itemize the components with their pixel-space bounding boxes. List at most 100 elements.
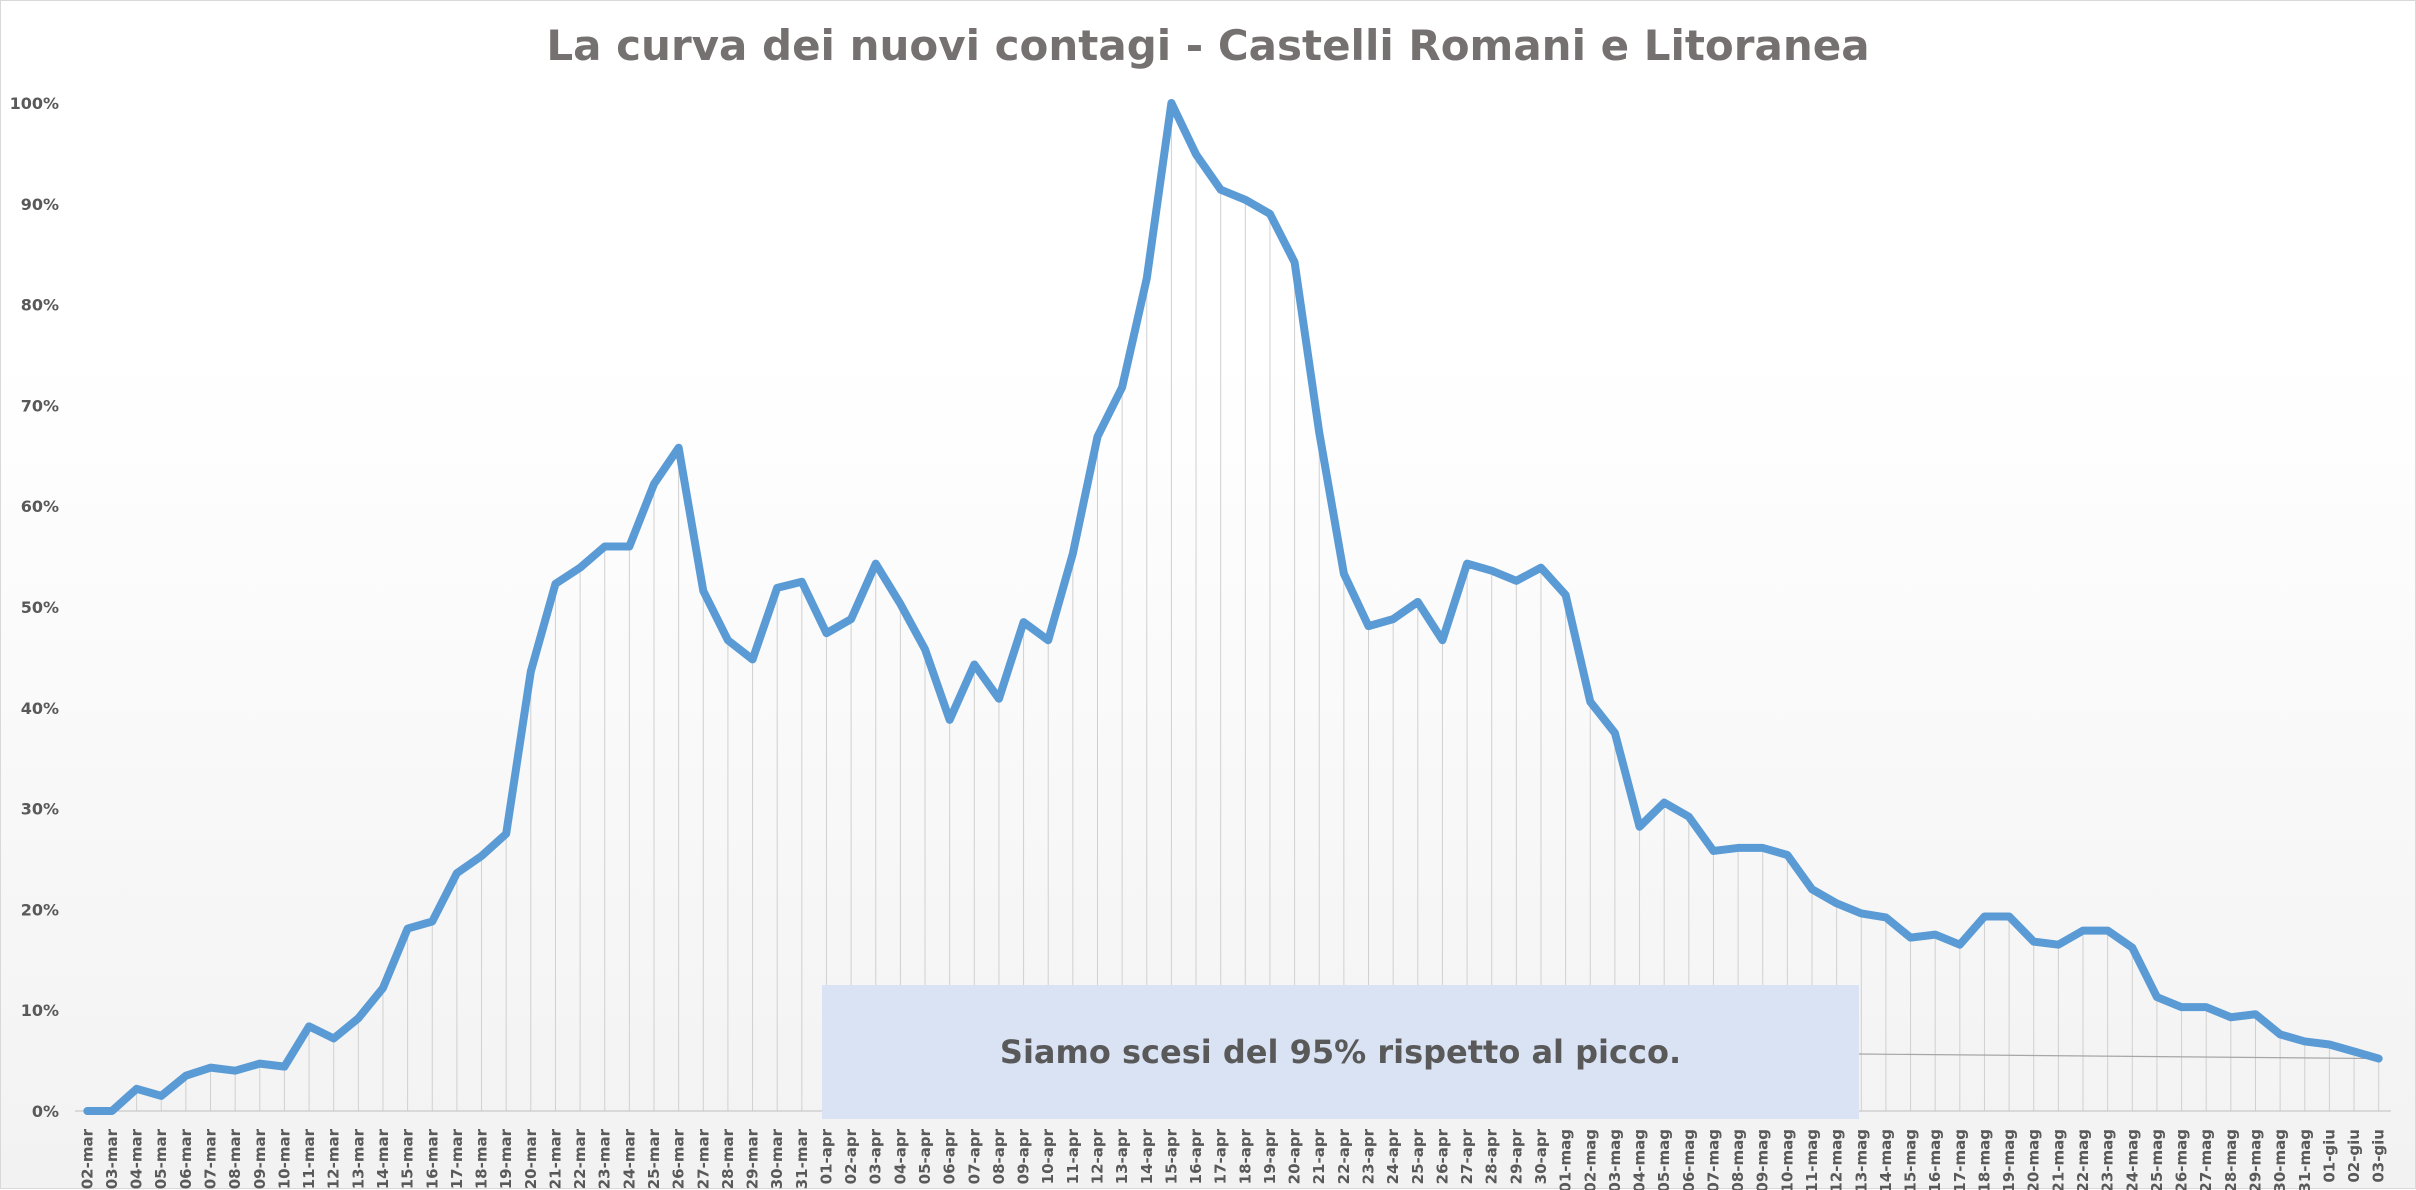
- x-tick-label: 14-mar: [374, 1128, 392, 1189]
- x-tick-label: 25-apr: [1409, 1128, 1427, 1184]
- x-tick-label: 12-apr: [1088, 1128, 1106, 1184]
- x-tick-label: 31-mar: [793, 1128, 811, 1189]
- x-tick-label: 26-apr: [1433, 1128, 1451, 1184]
- x-tick-label: 10-apr: [1039, 1128, 1057, 1184]
- x-tick-label: 03-apr: [867, 1128, 885, 1184]
- x-tick-label: 03-mar: [103, 1128, 121, 1189]
- x-tick-label: 20-mar: [522, 1128, 540, 1189]
- x-tick-label: 06-mar: [177, 1128, 195, 1189]
- x-tick-label: 04-apr: [891, 1128, 909, 1184]
- x-tick-label: 18-apr: [1236, 1128, 1254, 1184]
- x-tick-label: 03-mag: [1606, 1129, 1624, 1190]
- y-tick-label: 90%: [21, 195, 59, 214]
- x-tick-label: 22-apr: [1335, 1128, 1353, 1184]
- x-tick-label: 27-mar: [694, 1128, 712, 1189]
- x-tick-label: 05-apr: [916, 1128, 934, 1184]
- x-tick-label: 30-apr: [1532, 1128, 1550, 1184]
- x-tick-label: 05-mag: [1655, 1129, 1673, 1190]
- annotation-box: Siamo scesi del 95% rispetto al picco.: [822, 985, 1859, 1119]
- x-tick-label: 16-mag: [1926, 1129, 1944, 1190]
- x-tick-label: 02-mar: [78, 1128, 96, 1189]
- x-tick-label: 19-mag: [2000, 1129, 2018, 1190]
- x-tick-label: 14-mag: [1877, 1129, 1895, 1190]
- x-tick-label: 11-mar: [300, 1128, 318, 1189]
- x-tick-label: 11-apr: [1064, 1128, 1082, 1184]
- x-tick-label: 17-apr: [1212, 1128, 1230, 1184]
- x-tick-label: 23-mag: [2099, 1129, 2117, 1190]
- x-tick-label: 07-apr: [965, 1128, 983, 1184]
- x-tick-label: 17-mar: [448, 1128, 466, 1189]
- x-tick-label: 29-apr: [1507, 1128, 1525, 1184]
- x-tick-label: 30-mar: [768, 1128, 786, 1189]
- x-tick-label: 28-apr: [1483, 1128, 1501, 1184]
- y-tick-label: 0%: [32, 1102, 59, 1121]
- x-tick-label: 26-mag: [2173, 1129, 2191, 1190]
- x-tick-label: 01-giu: [2320, 1129, 2338, 1183]
- x-tick-label: 30-mag: [2271, 1129, 2289, 1190]
- y-tick-label: 10%: [21, 1001, 59, 1020]
- y-tick-label: 80%: [21, 296, 59, 315]
- y-tick-label: 50%: [21, 598, 59, 617]
- x-tick-label: 13-mar: [349, 1128, 367, 1189]
- x-tick-label: 09-mar: [251, 1128, 269, 1189]
- x-tick-label: 18-mag: [1975, 1129, 1993, 1190]
- x-tick-label: 29-mar: [744, 1128, 762, 1189]
- x-tick-label: 22-mar: [571, 1128, 589, 1189]
- x-tick-label: 08-mag: [1729, 1129, 1747, 1190]
- x-tick-label: 15-apr: [1162, 1128, 1180, 1184]
- x-tick-label: 21-apr: [1310, 1128, 1328, 1184]
- x-tick-label: 05-mar: [152, 1128, 170, 1189]
- x-tick-label: 01-mag: [1557, 1129, 1575, 1190]
- x-tick-label: 24-mar: [620, 1128, 638, 1189]
- x-tick-label: 23-mar: [596, 1128, 614, 1189]
- y-tick-label: 100%: [10, 94, 59, 113]
- x-tick-label: 09-mag: [1754, 1129, 1772, 1190]
- x-tick-label: 14-apr: [1138, 1128, 1156, 1184]
- x-tick-label: 13-apr: [1113, 1128, 1131, 1184]
- x-tick-label: 27-apr: [1458, 1128, 1476, 1184]
- x-tick-label: 18-mar: [473, 1128, 491, 1189]
- series-line: [83, 99, 2383, 1115]
- x-tick-label: 12-mar: [325, 1128, 343, 1189]
- y-tick-label: 70%: [21, 396, 59, 415]
- x-tick-label: 28-mar: [719, 1128, 737, 1189]
- x-tick-label: 07-mar: [202, 1128, 220, 1189]
- x-axis-ticks: 02-mar 03-mar 04-mar 05-mar 06-mar 07-mar 08-m…: [78, 1128, 2387, 1190]
- x-tick-label: 24-mag: [2123, 1129, 2141, 1190]
- x-tick-label: 12-mag: [1828, 1129, 1846, 1190]
- x-tick-label: 08-apr: [990, 1128, 1008, 1184]
- x-tick-label: 19-mar: [497, 1128, 515, 1189]
- x-tick-label: 17-mag: [1951, 1129, 1969, 1190]
- x-tick-label: 26-mar: [670, 1128, 688, 1189]
- y-tick-label: 60%: [21, 497, 59, 516]
- x-tick-label: 02-giu: [2345, 1129, 2363, 1183]
- x-tick-label: 15-mar: [399, 1128, 417, 1189]
- x-tick-label: 25-mar: [645, 1128, 663, 1189]
- x-tick-label: 23-apr: [1360, 1128, 1378, 1184]
- x-tick-label: 02-apr: [842, 1128, 860, 1184]
- x-tick-label: 16-apr: [1187, 1128, 1205, 1184]
- x-tick-label: 15-mag: [1902, 1129, 1920, 1190]
- x-tick-label: 01-apr: [817, 1128, 835, 1184]
- x-tick-label: 10-mag: [1778, 1129, 1796, 1190]
- drop-lines: [136, 103, 2380, 1111]
- x-tick-label: 21-mar: [546, 1128, 564, 1189]
- x-tick-label: 06-mag: [1680, 1129, 1698, 1190]
- x-tick-label: 04-mag: [1631, 1129, 1649, 1190]
- x-tick-label: 13-mag: [1852, 1129, 1870, 1190]
- annotation-text: Siamo scesi del 95% rispetto al picco.: [999, 1033, 1682, 1071]
- x-tick-label: 31-mag: [2296, 1129, 2314, 1190]
- x-tick-label: 11-mag: [1803, 1129, 1821, 1190]
- y-axis-ticks: 0% 10% 20% 30% 40% 50% 60% 70% 80% 90% 100%: [10, 94, 59, 1121]
- x-tick-label: 21-mag: [2049, 1129, 2067, 1190]
- x-tick-label: 06-apr: [941, 1128, 959, 1184]
- x-tick-label: 20-mag: [2025, 1129, 2043, 1190]
- x-tick-label: 19-apr: [1261, 1128, 1279, 1184]
- y-tick-label: 30%: [21, 800, 59, 819]
- y-tick-label: 20%: [21, 900, 59, 919]
- x-tick-label: 20-apr: [1286, 1128, 1304, 1184]
- x-tick-label: 25-mag: [2148, 1129, 2166, 1190]
- x-tick-label: 03-giu: [2370, 1129, 2388, 1183]
- x-tick-label: 29-mag: [2246, 1129, 2264, 1190]
